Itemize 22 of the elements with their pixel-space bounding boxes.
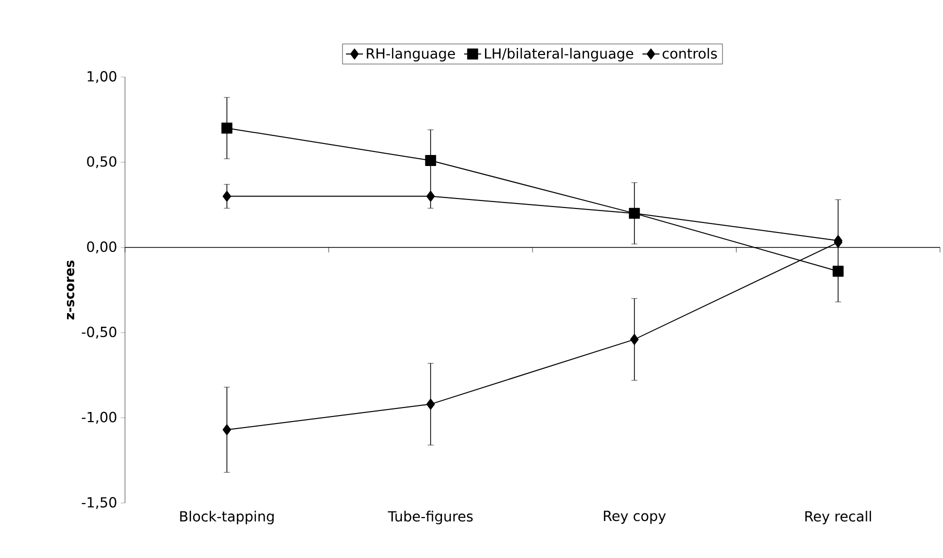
point <box>832 266 844 277</box>
point <box>222 190 232 202</box>
point <box>425 155 436 166</box>
y-tick-label: -0,50 <box>82 326 116 339</box>
x-tick-label: Rey recall <box>805 510 871 524</box>
y-tick-label: 0,00 <box>87 241 116 254</box>
y-axis-title: z-scores <box>66 260 74 320</box>
legend-label: LH/bilateral-language <box>485 48 634 62</box>
y-tick-label: -1,50 <box>82 497 116 509</box>
point <box>221 122 232 134</box>
legend-label: RH-language <box>366 48 455 62</box>
point <box>630 334 639 345</box>
x-tick-label: Block-tapping <box>180 510 274 524</box>
y-tick-label: 0,50 <box>87 156 116 168</box>
legend-label: controls <box>662 48 717 59</box>
y-tick-label: -1,00 <box>82 412 116 424</box>
x-tick-label: Rey copy <box>604 510 666 524</box>
y-tick-label: 1,00 <box>88 71 116 83</box>
point <box>426 190 435 202</box>
x-tick-label: Tube-figures <box>388 510 473 524</box>
point <box>426 398 435 410</box>
point <box>222 424 232 436</box>
